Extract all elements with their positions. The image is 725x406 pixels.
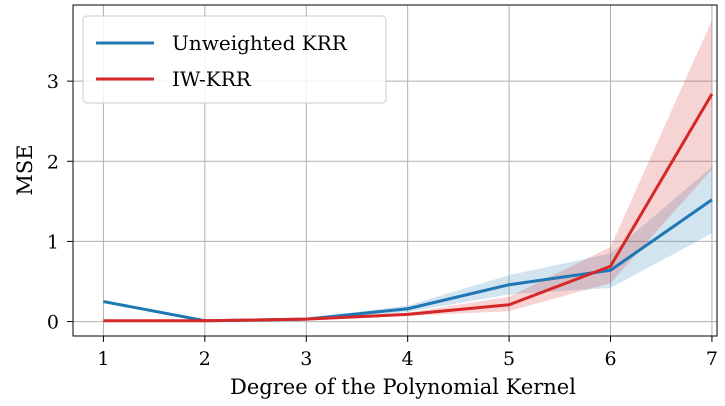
legend-label-unweighted-krr: Unweighted KRR: [172, 31, 348, 55]
axis-ticks: 1 2 3 4 5 6 7 0 1 2 3: [47, 71, 718, 370]
x-tick-label: 7: [706, 348, 718, 370]
x-tick-label: 5: [503, 348, 515, 370]
plot-frame: [72, 4, 718, 337]
y-tick-label: 1: [47, 231, 59, 253]
legend: Unweighted KRR IW-KRR: [82, 15, 387, 104]
y-tick-label: 2: [47, 151, 59, 173]
x-tick-label: 2: [199, 348, 211, 370]
x-tick-label: 6: [604, 348, 616, 370]
confidence-bands: [103, 20, 712, 321]
legend-label-iw-krr: IW-KRR: [172, 67, 252, 91]
x-tick-label: 4: [402, 348, 414, 370]
x-tick-label: 3: [300, 348, 312, 370]
y-axis-label: MSE: [13, 144, 37, 195]
y-tick-label: 3: [47, 71, 59, 93]
line-iw-krr: [103, 93, 714, 323]
x-tick-label: 1: [97, 348, 109, 370]
series-lines: [103, 93, 714, 323]
band-unweighted-krr: [103, 166, 712, 321]
y-tick-label: 0: [47, 312, 59, 334]
x-axis-label: Degree of the Polynomial Kernel: [230, 375, 576, 399]
legend-box: [82, 15, 387, 104]
